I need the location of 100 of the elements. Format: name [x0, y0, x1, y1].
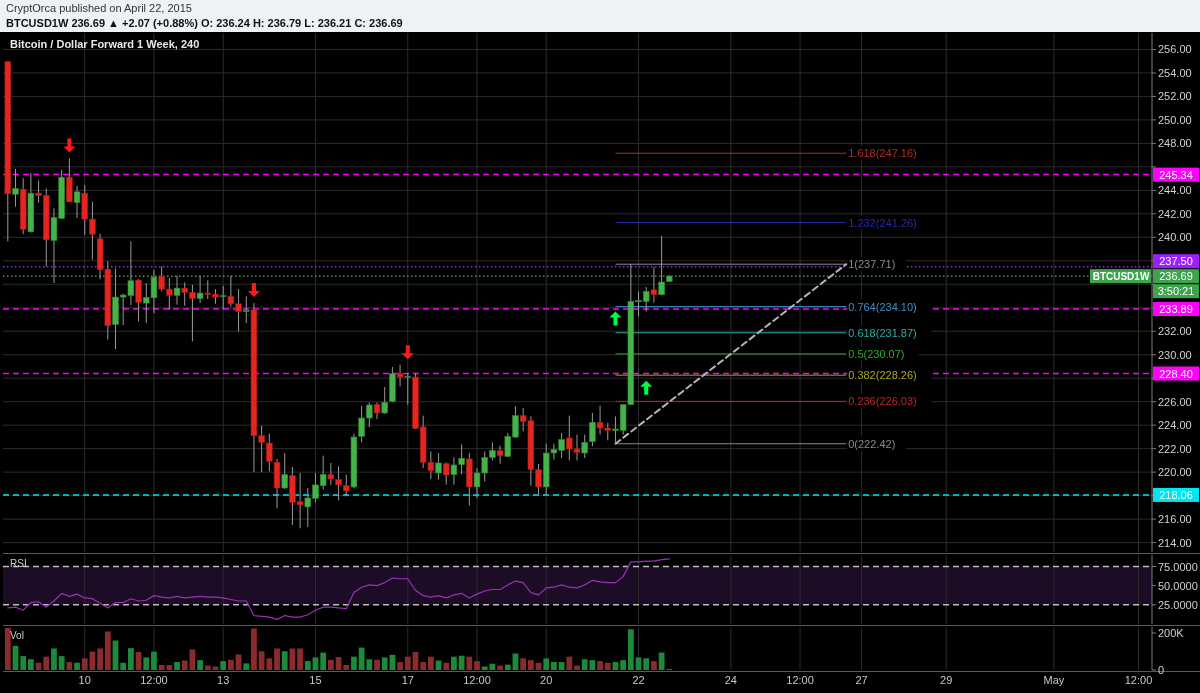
candlestick: [243, 295, 250, 324]
y-tick-label: 250.00: [1158, 113, 1192, 126]
ref-line-label: 0.382(228.26): [848, 369, 917, 382]
bar: [420, 662, 427, 670]
ref-line-label: 0.236(226.03): [848, 395, 917, 408]
x-tick-label: 17: [401, 674, 414, 686]
bar: [28, 659, 34, 670]
bar: [466, 656, 473, 670]
bar: [520, 658, 527, 670]
y-tick-label: 25.0000: [1158, 598, 1198, 611]
candlestick: [581, 434, 588, 459]
bar: [251, 628, 257, 670]
bar: [620, 660, 627, 670]
bar: [297, 648, 303, 670]
x-tick-label: 27: [855, 674, 868, 686]
x-tick-label: 10: [78, 674, 91, 686]
ref-line-label: 237.50: [1159, 255, 1193, 268]
x-tick-label: 22: [632, 674, 645, 686]
bar: [643, 658, 650, 670]
bar: [627, 629, 634, 670]
line-series: [7, 558, 670, 620]
bar: [97, 648, 103, 670]
ref-line-label: 0.618(231.87): [848, 326, 917, 339]
y-tick-label: 216.00: [1158, 513, 1192, 526]
ref-line-label: 1.618(247.16): [848, 147, 917, 160]
bar: [274, 648, 280, 670]
y-tick-label: 240.00: [1158, 231, 1192, 244]
bar: [4, 627, 11, 670]
ref-line-label: 0.5(230.07): [848, 347, 905, 360]
bar: [204, 665, 211, 670]
candlestick: [196, 275, 204, 304]
bar: [374, 659, 380, 670]
bar: [320, 652, 327, 670]
bar: [227, 659, 234, 670]
candlestick: [381, 386, 388, 415]
y-tick-label: 248.00: [1158, 137, 1192, 150]
bar: [604, 662, 611, 670]
x-tick-label: 20: [540, 674, 553, 686]
bar: [474, 661, 480, 670]
candlestick: [404, 372, 411, 406]
ref-line-label: 1.232(241.26): [848, 216, 917, 229]
y-tick-label: 222.00: [1158, 442, 1192, 455]
bar: [212, 666, 219, 670]
bar: [497, 665, 503, 670]
text: 3:50:21: [1157, 285, 1195, 298]
candlestick: [396, 364, 404, 387]
chart-title: Vol: [10, 630, 24, 641]
bar: [651, 661, 657, 670]
candlestick: [443, 461, 450, 486]
bar: [43, 656, 50, 670]
y-tick-label: 75.0000: [1158, 560, 1198, 573]
x-tick-label: 12:00: [1124, 674, 1153, 686]
candlestick: [135, 278, 142, 322]
candlestick: [73, 185, 81, 219]
ref-line-label: 1(237.71): [848, 258, 896, 271]
bar: [381, 657, 388, 670]
y-tick-label: 214.00: [1158, 536, 1192, 549]
y-tick-label: 232.00: [1158, 325, 1192, 338]
y-tick-label: 0: [1158, 664, 1165, 676]
x-tick-label: 12:00: [140, 674, 168, 686]
y-tick-label: 230.00: [1158, 348, 1192, 361]
candlestick: [589, 412, 596, 447]
ref-line-label: 228.40: [1159, 367, 1193, 380]
chart-title: RSI: [10, 558, 27, 569]
bar: [343, 665, 350, 670]
bar: [58, 656, 65, 670]
y-tick-label: 242.00: [1158, 207, 1192, 220]
ref-line-label: 0.764(234.10): [848, 300, 917, 313]
bar: [151, 651, 157, 670]
bar: [566, 656, 573, 670]
bar: [181, 660, 188, 670]
bar: [74, 662, 80, 670]
ref-line-label: 245.34: [1159, 168, 1193, 181]
candlestick: [650, 266, 658, 303]
x-tick-label: 12:00: [463, 674, 491, 686]
bar: [20, 656, 27, 670]
candlestick: [281, 452, 288, 490]
ref-line-label: 0(222.42): [848, 437, 896, 450]
bar: [551, 662, 557, 670]
bar: [81, 658, 88, 670]
x-tick-label: 12:00: [786, 674, 814, 686]
x-tick-label: 24: [724, 674, 737, 686]
bar: [597, 661, 603, 670]
bar: [481, 666, 488, 670]
y-tick-label: 220.00: [1158, 466, 1192, 479]
bar: [404, 656, 411, 670]
annotation: BTCUSD1W: [1092, 271, 1150, 283]
y-tick-label: 226.00: [1158, 395, 1192, 408]
bar: [120, 662, 127, 670]
bar: [104, 631, 111, 670]
bar: [527, 660, 534, 670]
bar: [304, 661, 311, 670]
x-tick-label: 13: [217, 674, 230, 686]
text: CryptOrca published on April 22, 2015: [6, 2, 192, 14]
bar: [174, 662, 180, 670]
bar: [451, 656, 457, 670]
bar: [197, 660, 203, 670]
y-tick-label: 224.00: [1158, 419, 1192, 432]
bar: [51, 648, 57, 670]
bar: [504, 664, 511, 670]
